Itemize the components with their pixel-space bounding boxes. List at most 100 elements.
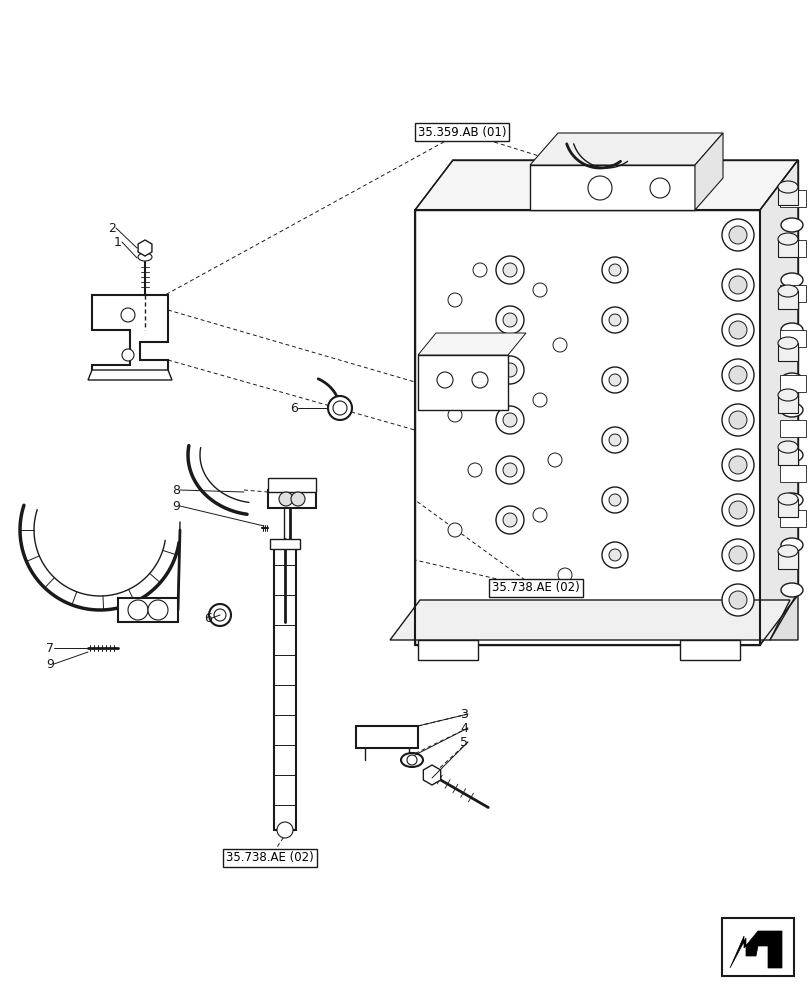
Polygon shape (759, 160, 797, 645)
Ellipse shape (401, 753, 423, 767)
Bar (777, 499, 797, 517)
Ellipse shape (780, 323, 802, 337)
Circle shape (502, 313, 517, 327)
Bar (777, 343, 797, 361)
Circle shape (721, 494, 753, 526)
Circle shape (496, 506, 523, 534)
Circle shape (601, 257, 627, 283)
Circle shape (502, 463, 517, 477)
Circle shape (601, 427, 627, 453)
Circle shape (608, 264, 620, 276)
Circle shape (448, 293, 461, 307)
Polygon shape (268, 490, 315, 508)
Circle shape (601, 542, 627, 568)
Polygon shape (418, 355, 508, 410)
Circle shape (728, 366, 746, 384)
Bar (721, 918, 793, 976)
Ellipse shape (777, 181, 797, 193)
Circle shape (496, 406, 523, 434)
Circle shape (721, 359, 753, 391)
Circle shape (601, 487, 627, 513)
Text: 9: 9 (172, 499, 180, 512)
Polygon shape (138, 240, 152, 256)
Text: 2: 2 (108, 222, 116, 234)
Ellipse shape (780, 583, 802, 597)
Polygon shape (779, 510, 805, 527)
Text: 1: 1 (114, 235, 122, 248)
Ellipse shape (780, 493, 802, 507)
Polygon shape (268, 478, 315, 492)
Circle shape (649, 178, 669, 198)
Text: 3: 3 (460, 708, 467, 720)
Circle shape (406, 755, 417, 765)
Polygon shape (779, 330, 805, 347)
Text: 35.359.AB (01): 35.359.AB (01) (417, 126, 505, 139)
Circle shape (496, 306, 523, 334)
Text: 5: 5 (460, 736, 467, 748)
Circle shape (721, 539, 753, 571)
Circle shape (608, 494, 620, 506)
Circle shape (721, 449, 753, 481)
Bar (777, 447, 797, 465)
Polygon shape (779, 240, 805, 257)
Circle shape (601, 367, 627, 393)
Text: 7: 7 (46, 642, 54, 654)
Circle shape (502, 413, 517, 427)
Circle shape (721, 314, 753, 346)
Circle shape (121, 308, 135, 322)
Circle shape (728, 546, 746, 564)
Circle shape (467, 463, 482, 477)
Circle shape (471, 372, 487, 388)
Bar (777, 291, 797, 309)
Bar (777, 551, 797, 569)
Polygon shape (779, 465, 805, 482)
Polygon shape (779, 375, 805, 392)
Ellipse shape (777, 233, 797, 245)
Circle shape (728, 456, 746, 474)
Circle shape (608, 314, 620, 326)
Polygon shape (769, 592, 797, 640)
Circle shape (496, 256, 523, 284)
Polygon shape (418, 333, 526, 355)
Circle shape (448, 408, 461, 422)
Ellipse shape (780, 273, 802, 287)
Circle shape (557, 568, 571, 582)
Ellipse shape (780, 448, 802, 462)
Circle shape (128, 600, 148, 620)
Polygon shape (530, 133, 722, 165)
Circle shape (122, 349, 134, 361)
Circle shape (728, 321, 746, 339)
Ellipse shape (138, 253, 152, 261)
Circle shape (496, 456, 523, 484)
Polygon shape (414, 160, 797, 210)
Polygon shape (418, 640, 478, 660)
Bar (777, 187, 797, 205)
Circle shape (467, 348, 482, 362)
Polygon shape (530, 165, 694, 210)
Circle shape (290, 492, 305, 506)
Circle shape (721, 584, 753, 616)
Ellipse shape (777, 493, 797, 505)
Circle shape (728, 501, 746, 519)
Circle shape (532, 283, 547, 297)
Circle shape (728, 591, 746, 609)
Ellipse shape (780, 403, 802, 417)
Ellipse shape (777, 389, 797, 401)
Polygon shape (273, 545, 296, 830)
Circle shape (728, 411, 746, 429)
Ellipse shape (777, 285, 797, 297)
Text: 35.738.AE (02): 35.738.AE (02) (225, 851, 314, 864)
Ellipse shape (780, 218, 802, 232)
Polygon shape (92, 295, 168, 375)
Text: 35.738.AE (02): 35.738.AE (02) (491, 582, 579, 594)
Text: 6: 6 (290, 401, 298, 414)
Polygon shape (729, 931, 781, 968)
Polygon shape (423, 765, 440, 785)
Circle shape (547, 453, 561, 467)
Text: 8: 8 (172, 484, 180, 496)
Circle shape (721, 404, 753, 436)
Circle shape (601, 307, 627, 333)
Circle shape (333, 401, 346, 415)
Circle shape (608, 549, 620, 561)
Circle shape (721, 269, 753, 301)
